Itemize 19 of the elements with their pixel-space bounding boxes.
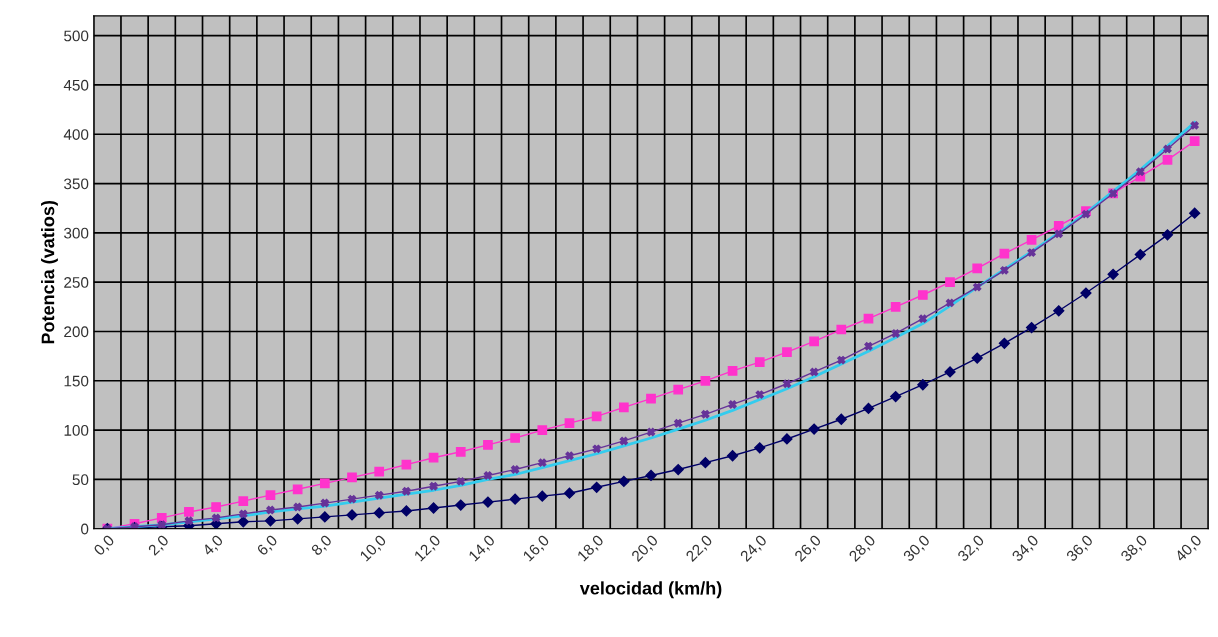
- y-tick-label: 100: [64, 424, 89, 436]
- y-tick-label: 50: [72, 474, 89, 486]
- x-tick-label: 0,0: [93, 534, 117, 558]
- y-axis-title: Potencia (vatios): [41, 200, 58, 344]
- y-tick-label: 400: [63, 129, 89, 140]
- y-tick-label: 200: [64, 326, 89, 338]
- y-tick-label: 150: [64, 375, 89, 387]
- x-tick-label: 8,0: [310, 534, 334, 558]
- x-tick-label: 2,0: [147, 534, 171, 558]
- x-axis-title: velocidad (km/h): [579, 581, 722, 599]
- x-tick-label: 40,0: [1174, 534, 1204, 564]
- y-tick-label: 250: [64, 277, 89, 288]
- y-tick-label: 0: [81, 523, 89, 535]
- y-tick-label: 450: [63, 79, 89, 91]
- y-tick-label: 350: [64, 178, 89, 190]
- x-tick-label: 4,0: [201, 534, 225, 558]
- x-tick-label: 6,0: [256, 534, 280, 558]
- y-tick-label: 500: [64, 30, 89, 42]
- y-tick-label: 300: [64, 227, 89, 239]
